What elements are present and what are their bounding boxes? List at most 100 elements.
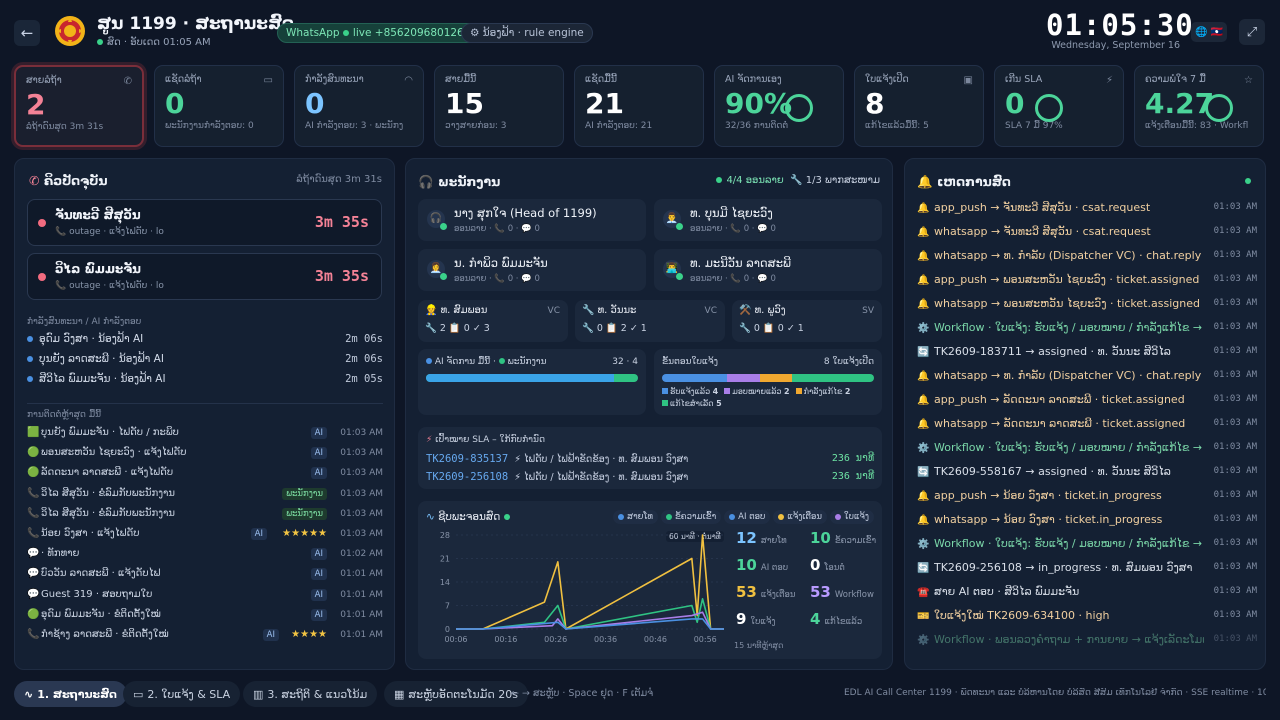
event-text: Workflow · ໃບແຈ້ງ: ຮັບແຈ້ງ / ມອບໝາຍ / ກຳ… (934, 537, 1204, 550)
kpi-card[interactable]: ແຊັດມື້ນີ້ 21 AI ກຳລັງຕອບ: 21 (574, 65, 704, 147)
back-button[interactable]: ← (14, 20, 40, 46)
event-row[interactable]: ⚙️ Workflow · ພອນລວງຄຳຖາມ + ການຍາຍ → ແຈ້ງ… (917, 633, 1257, 653)
event-row[interactable]: 🔔 whatsapp → ນ້ອຍ ວົງສາ · ticket.in_progr… (917, 513, 1257, 533)
list-item[interactable]: 💬 Guest 319 · ສອບຖາມໃບ AI 01:01 AM (27, 588, 383, 607)
y-tick-label: 7 (445, 602, 450, 611)
field-tech-card[interactable]: ⚒️ ທ. ພູວົງ SV 🔧 0 📋 0 ✓ 1 (732, 300, 882, 342)
list-item[interactable]: 📞 ນ້ອຍ ວົງສາ · ແຈ້ງໄຟດັບ ★★★★★ AI 01:03 AM (27, 528, 383, 546)
event-row[interactable]: 🎫 ໃບແຈ້ງໃໝ່ TK2609-634100 · high 01:03 AM (917, 609, 1257, 629)
list-item[interactable]: 🟩 ບຸນຍັງ ພົມມະຈັນ · ໄຟດັບ / ກະພິບ AI 01:03 … (27, 427, 383, 445)
headset-icon: ◠ (404, 75, 413, 86)
sla-row[interactable]: TK2609-256108 ⚡ ໄຟດັບ / ໄຟຟ້າຂັດຂ້ອງ · ທ.… (426, 471, 874, 487)
tab-1[interactable]: ∿ 1. ສະຖານະສົດ (14, 681, 127, 707)
ai-split-fill (426, 374, 615, 382)
ai-session-row[interactable]: ອຸດົມ ວົງສາ · ນ້ອງຟ້າ AI 2m 06s (27, 333, 383, 351)
activity-stat: 53 ແຈ້ງເຕືອນ (736, 583, 806, 613)
agent-meta: ອອນລາຍ · 📞 0 · 💬 0 (454, 224, 540, 234)
ai-split-card: AI ຈັດການ ມື້ນີ້ · ພະນັກງານ 32 · 4 (418, 349, 646, 415)
kpi-card[interactable]: ຄວາມພໍໃຈ 7 ມື້ ☆ 4.27 ແຈ້ງເຕືອນມື້ນີ້: 83 ·… (1134, 65, 1264, 147)
fullscreen-button[interactable]: ⤢ (1239, 19, 1265, 45)
handler-badge: AI (310, 427, 327, 439)
event-row[interactable]: 🔔 app_push → ນ້ອຍ ວົງສາ · ticket.in_progr… (917, 489, 1257, 509)
tab-4[interactable]: ▦ ສະຫຼັບອັດຕະໂນມັດ 20s (384, 681, 528, 707)
list-item[interactable]: 🟢 ອຸດົມ ພົມມະຈັນ · ຂໍຕິດຕັ້ງໃໝ່ AI 01:01 AM (27, 608, 383, 627)
list-item[interactable]: 🟢 ລັດດະນາ ລາດສະພີ · ແຈ້ງໄຟດັບ AI 01:03 AM (27, 467, 383, 485)
event-icon: ⚙️ (917, 539, 930, 550)
kpi-card[interactable]: ໃບແຈ້ງເປີດ ▣ 8 ແກ້ໄຂແລ້ວມື້ນີ້: 5 (854, 65, 984, 147)
tab-2[interactable]: ▭ 2. ໃບແຈ້ງ & SLA (123, 681, 241, 707)
event-row[interactable]: 🔔 app_push → ຈັນທະວີ ສີສຸວັນ · csat.reque… (917, 201, 1257, 221)
agent-card[interactable]: 👨‍💼 ທ. ບຸນມີ ໄຊຍະວົງ ອອນລາຍ · 📞 0 · 💬 0 (654, 199, 882, 241)
kpi-card[interactable]: ກຳລັງສົນທະນາ ◠ 0 AI ກຳລັງຕອບ: 3 · ພະນັກງ (294, 65, 424, 147)
event-row[interactable]: ⚙️ Workflow · ໃບແຈ້ງ: ຮັບແຈ້ງ / ມອບໝາຍ / … (917, 321, 1257, 341)
event-row[interactable]: ⚙️ Workflow · ໃບແຈ້ງ: ຮັບແຈ້ງ / ມອບໝາຍ / … (917, 537, 1257, 557)
event-row[interactable]: 🔔 whatsapp → ພອນສະຫວັນ ໄຊຍະວົງ · ticket.a… (917, 297, 1257, 317)
kpi-label: ສາຍລໍຖ້າ (26, 75, 62, 86)
event-icon: 🔔 (917, 491, 930, 502)
field-tech-card[interactable]: 👷 ທ. ສົມພອນ VC 🔧 2 📋 0 ✓ 3 (418, 300, 568, 342)
call-card[interactable]: ຈັນທະວີ ສີສຸວັນ 📞 outage · ແຈ້ງໄຟດັບ · lo… (27, 199, 382, 246)
ticket-id[interactable]: TK2609-256108 (426, 471, 509, 483)
event-row[interactable]: 🔔 app_push → ພອນສະຫວັນ ໄຊຍະວົງ · ticket.a… (917, 273, 1257, 293)
list-item[interactable]: 📞 ກໍາຊ້າງ ລາດສະພີ · ຂໍຕິດຕັ້ງໃໝ່ ★★★★ AI 01:… (27, 629, 383, 647)
list-item[interactable]: 📞 ວິໄລ ສີສຸວັນ · ຂໍລົມກັບພະນັກງານ ພະນັກງານ… (27, 507, 383, 526)
tab-3[interactable]: ▥ 3. ສະຖິຕິ & ແນວໂນ້ມ (243, 681, 378, 707)
call-card[interactable]: ວິໄລ ພົມມະຈັນ 📞 outage · ແຈ້ງໄຟດັບ · lo 3m… (27, 253, 382, 300)
legend-item[interactable]: ໃບແຈ້ງ (830, 510, 874, 524)
event-time: 01:03 AM (1213, 346, 1257, 356)
ticket-id[interactable]: TK2609-835137 (426, 453, 509, 465)
live-dot-icon (1245, 178, 1251, 184)
activity-stat: 53 Workflow (810, 583, 880, 613)
list-item[interactable]: 🟢 ພອນສະຫວັນ ໄຊຍະວົງ · ແຈ້ງໄຟດັບ AI 01:03 AM (27, 447, 383, 465)
call-meta: 📞 outage · ແຈ້ງໄຟດັບ · lo (55, 281, 164, 291)
kpi-card[interactable]: ສາຍລໍຖ້າ ✆ 2 ລໍຖ້າດົນສຸດ 3m 31s (14, 65, 144, 147)
sla-row[interactable]: TK2609-835137 ⚡ ໄຟດັບ / ໄຟຟ້າຂັດຂ້ອງ · ທ.… (426, 453, 874, 469)
stage-legend-item: ກຳລັງແກ້ໄຂ 2 (795, 386, 850, 398)
legend-item[interactable]: ຂໍ້ຄວາມເຂົ້າ (661, 510, 722, 524)
caller-name: ຈັນທະວີ ສີສຸວັນ (55, 208, 141, 222)
legend-item[interactable]: ສາຍໂທ (613, 510, 658, 524)
kpi-card[interactable]: ເກີນ SLA ⚡ 0 SLA 7 ມື້ 97% (994, 65, 1124, 147)
kpi-card[interactable]: AI ຈັດການເອງ 90% 32/36 ການຕິດຕໍ່ (714, 65, 844, 147)
channel-icon: 🟢 (27, 447, 40, 459)
field-tech-card[interactable]: 🔧 ທ. ວັນນະ VC 🔧 0 📋 2 ✓ 1 (575, 300, 725, 342)
channel-icon: 🟢 (27, 467, 40, 479)
event-icon: 🔔 (917, 419, 930, 430)
kpi-card[interactable]: ແຊັດລໍຖ້າ ▭ 0 ພະນັກງານກຳລັງຕອບ: 0 (154, 65, 284, 147)
progress-ring (1205, 94, 1233, 122)
list-item[interactable]: 💬 ບົວວັນ ລາດສະພີ · ແຈ້ງດັບໄຟ AI 01:01 AM (27, 568, 383, 586)
event-row[interactable]: 🔔 whatsapp → ທ. ກຳລັບ (Dispatcher VC) · c… (917, 369, 1257, 389)
agent-card[interactable]: 🎧 ນາງ ສຸກໃຈ (Head of 1199) ອອນລາຍ · 📞 0 · … (418, 199, 646, 241)
legend-label: AI ຕອບ (738, 512, 766, 522)
contact-text: ກໍາຊ້າງ ລາດສະພີ · ຂໍຕິດຕັ້ງໃໝ່ (41, 629, 169, 640)
stage-name: ຮັບແຈ້ງແລ້ວ (670, 387, 713, 396)
legend-item[interactable]: ແຈ້ງເຕືອນ (773, 510, 827, 524)
ai-session-row[interactable]: ບຸນຍັງ ລາດສະພີ · ນ້ອງຟ້າ AI 2m 06s (27, 353, 383, 371)
event-row[interactable]: 🔔 whatsapp → ຈັນທະວີ ສີສຸວັນ · csat.reque… (917, 225, 1257, 245)
kpi-card[interactable]: ສາຍມື້ນີ້ 15 ວາງສາຍກ່ອນ: 3 (434, 65, 564, 147)
event-row[interactable]: ☎️ ສາຍ AI ຕອບ · ສີວິໄລ ພົມມະຈັນ 01:03 AM (917, 585, 1257, 605)
bell-icon: 🔔 (917, 174, 933, 189)
event-row[interactable]: 🔔 whatsapp → ລັດດະນາ ລາດສະພີ · ticket.ass… (917, 417, 1257, 437)
stat-label: ໂອນຕໍ່ (824, 563, 845, 573)
handler-badge: AI (250, 528, 267, 540)
stage-count: 2 (784, 387, 790, 396)
agent-card[interactable]: 👨‍💻 ທ. ມະນີວັນ ລາດສະພີ ອອນລາຍ · 📞 0 · 💬 0 (654, 249, 882, 291)
phone-icon: ✆ (123, 76, 132, 87)
y-tick-label: 21 (440, 555, 450, 564)
agent-card[interactable]: 👩‍💼 ນ. ກຳພິວ ພົມມະຈັນ ອອນລາຍ · 📞 0 · 💬 0 (418, 249, 646, 291)
event-row[interactable]: ⚙️ Workflow · ໃບແຈ້ງ: ຮັບແຈ້ງ / ມອບໝາຍ / … (917, 441, 1257, 461)
event-row[interactable]: 🔄 TK2609-558167 → assigned · ທ. ວັນນະ ສີວ… (917, 465, 1257, 485)
event-row[interactable]: 🔔 app_push → ລັດດະນາ ລາດສະພີ · ticket.ass… (917, 393, 1257, 413)
event-row[interactable]: 🔔 whatsapp → ທ. ກຳລັບ (Dispatcher VC) · c… (917, 249, 1257, 269)
legend-item[interactable]: AI ຕອບ (724, 510, 771, 524)
list-item[interactable]: 📞 ວິໄລ ສີສຸວັນ · ຂໍລົມກັບພະນັກງານ ພະນັກງານ… (27, 487, 383, 506)
event-time: 01:03 AM (1213, 298, 1257, 308)
list-item[interactable]: 💬 · ທັກທາຍ AI 01:02 AM (27, 548, 383, 566)
event-row[interactable]: 🔄 TK2609-256108 → in_progress · ທ. ສົມພອນ… (917, 561, 1257, 581)
event-row[interactable]: 🔄 TK2609-183711 → assigned · ທ. ວັນນະ ສີວ… (917, 345, 1257, 365)
legend-label: ຂໍ້ຄວາມເຂົ້າ (675, 512, 717, 522)
legend-swatch (662, 400, 668, 406)
ai-session-row[interactable]: ສີວິໄລ ພົມມະຈັນ · ນ້ອງຟ້າ AI 2m 05s (27, 373, 383, 391)
language-button[interactable]: 🌐 🇱🇦 (1191, 22, 1227, 42)
